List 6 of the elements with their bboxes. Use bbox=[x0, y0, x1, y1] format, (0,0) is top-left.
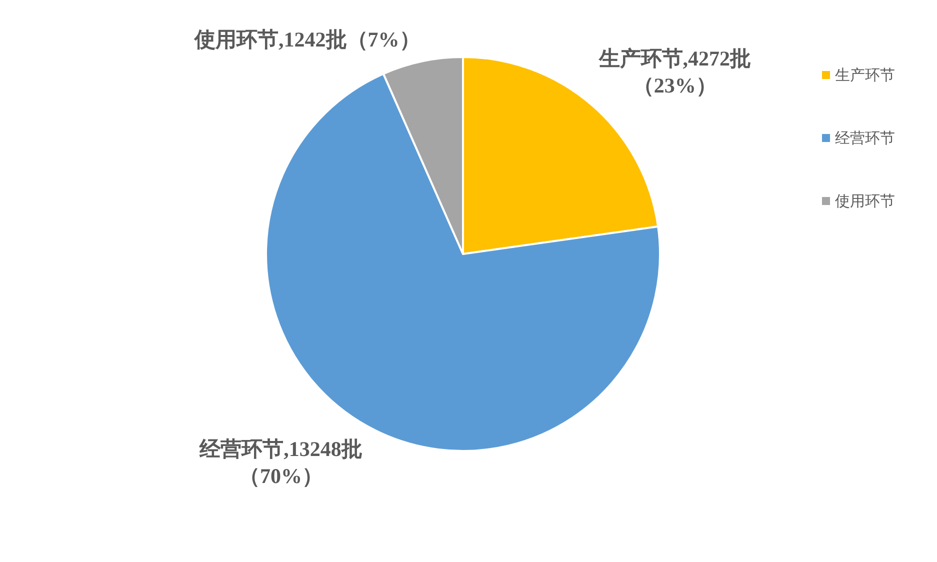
data-label: 经营环节,13248批（70%） bbox=[198, 436, 362, 488]
data-label: 使用环节,1242批（7%） bbox=[194, 27, 420, 52]
data-label: 生产环节,4272批（23%） bbox=[598, 46, 752, 98]
legend-label: 经营环节 bbox=[835, 129, 895, 147]
legend-label: 使用环节 bbox=[835, 192, 895, 210]
legend-label: 生产环节 bbox=[835, 66, 895, 84]
